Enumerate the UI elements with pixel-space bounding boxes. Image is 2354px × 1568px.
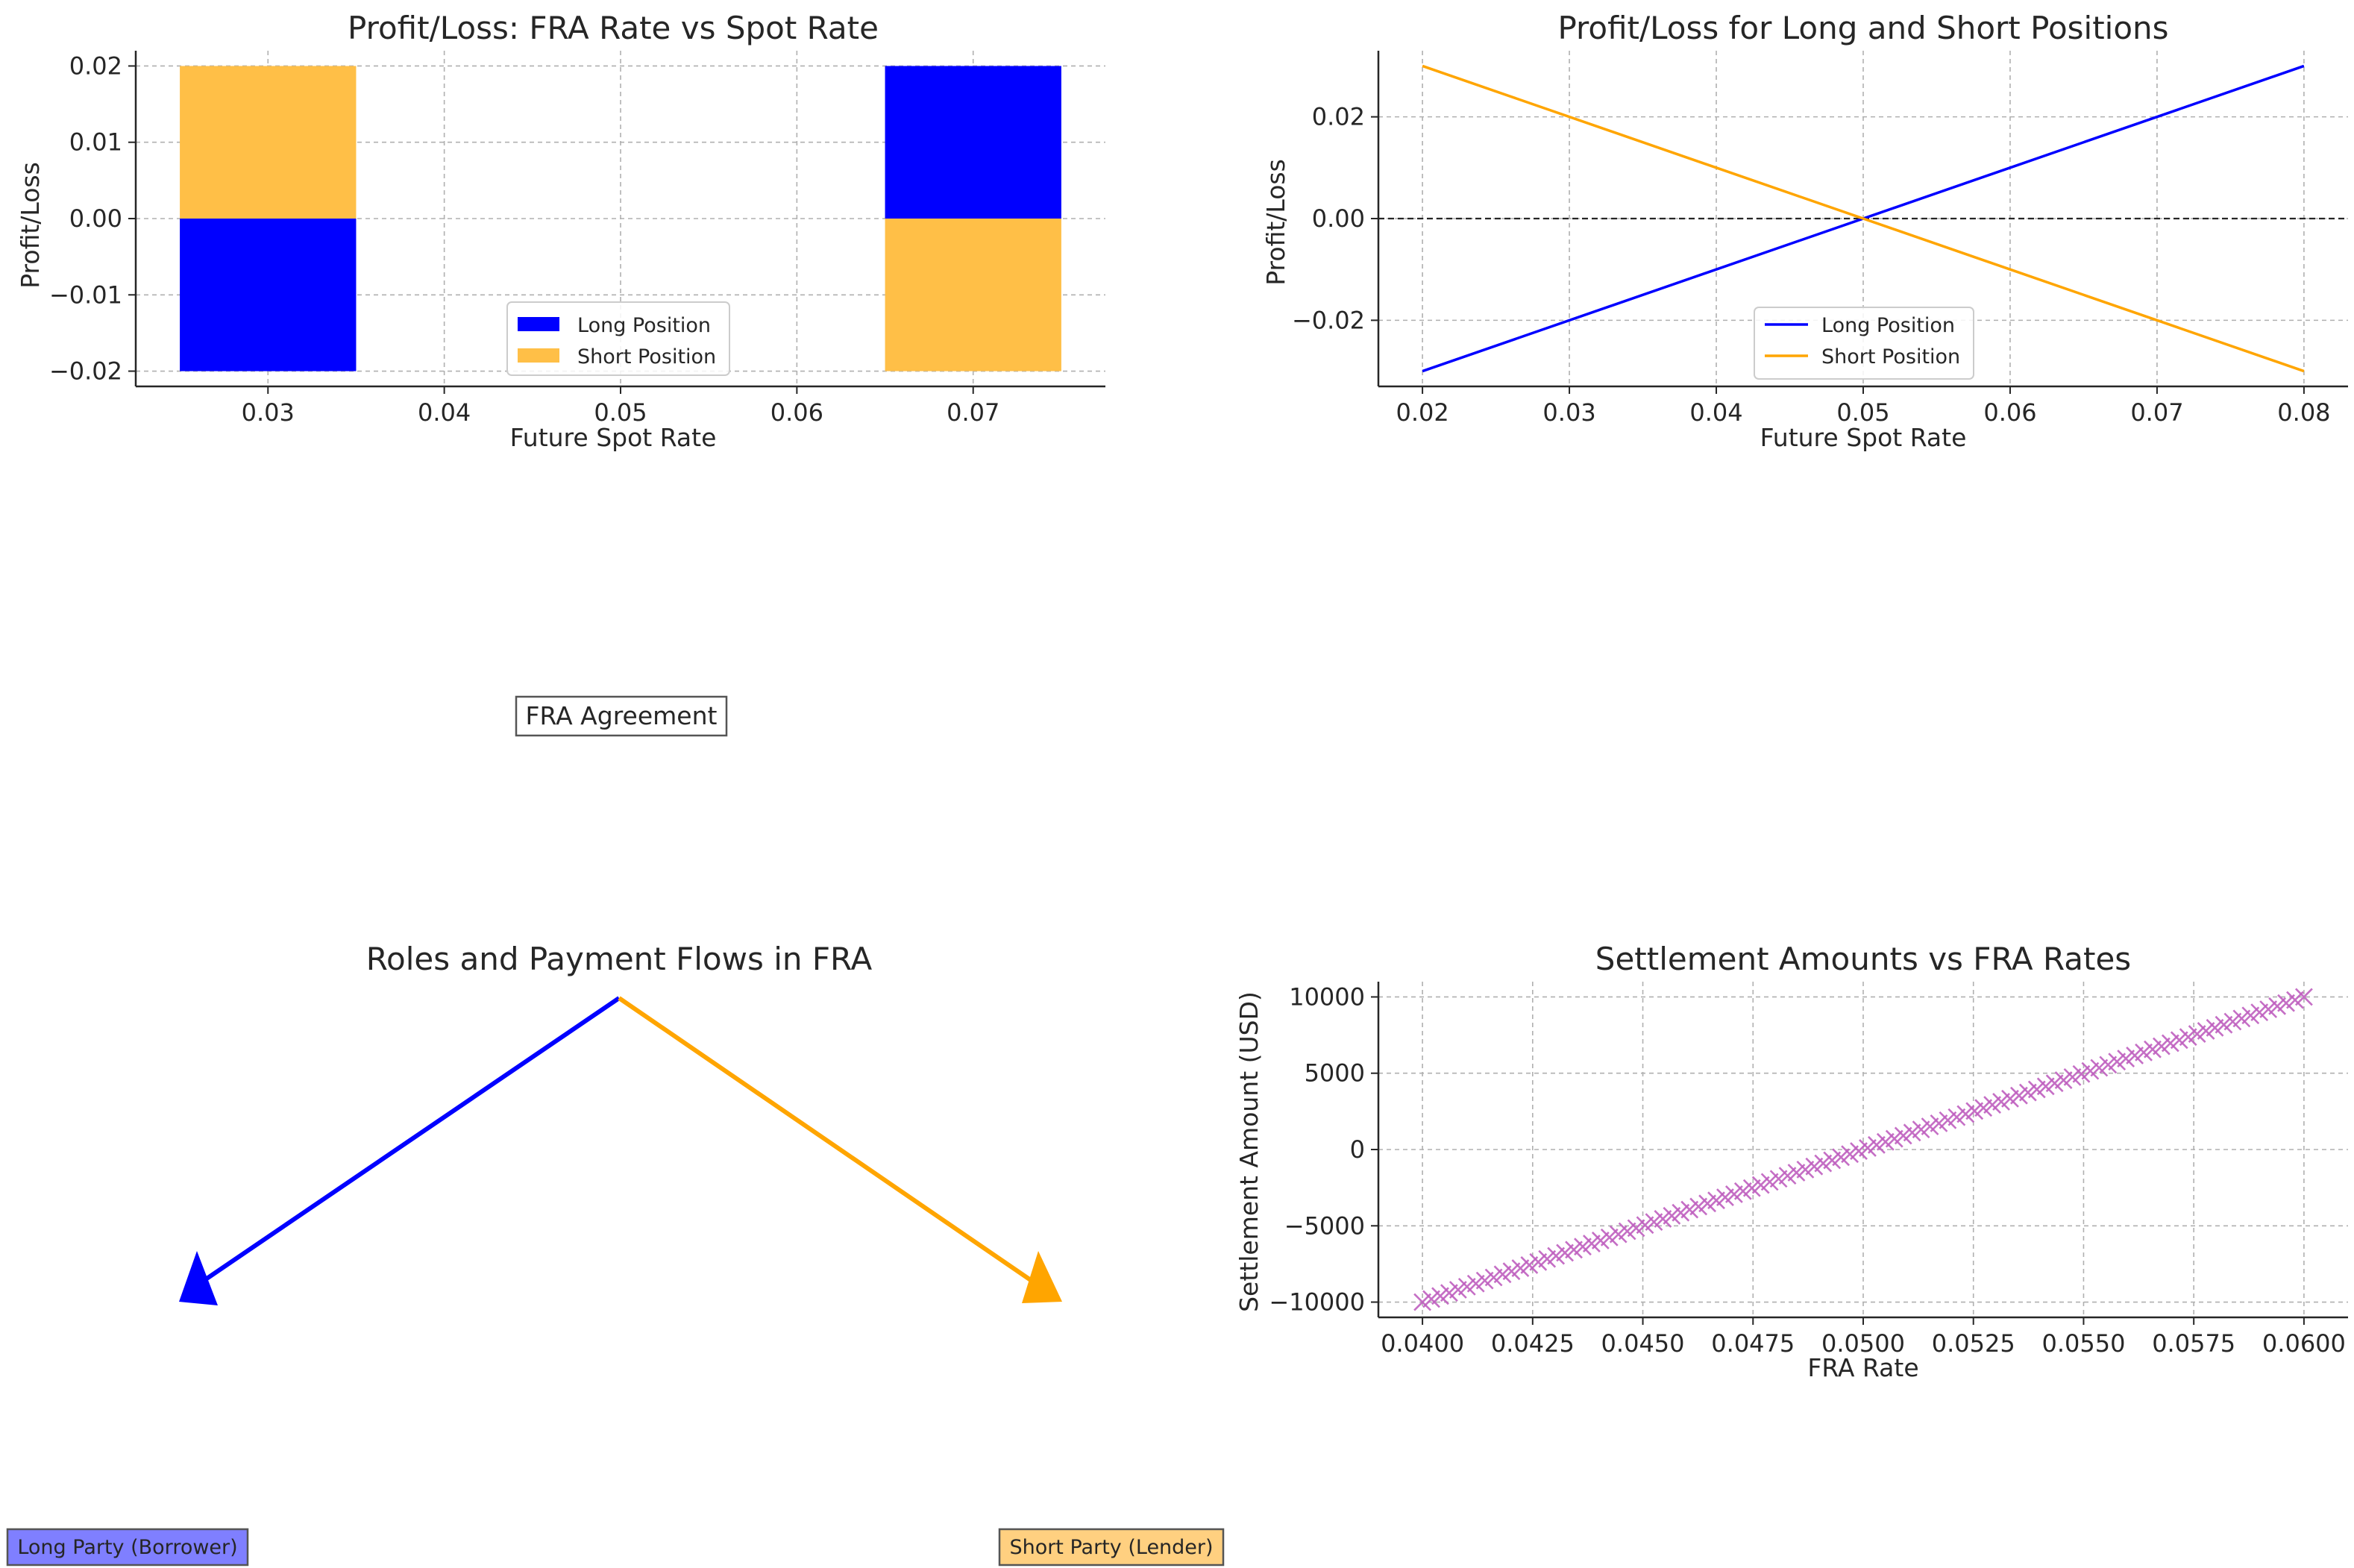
- chart1-xtick-label: 0.06: [770, 398, 823, 427]
- chart2-xtick-label: 0.06: [1983, 398, 2036, 427]
- chart4-ytick-label: 0: [1350, 1135, 1365, 1164]
- chart1-legend-label-long: Long Position: [577, 314, 711, 337]
- chart2-legend-label-short: Short Position: [1821, 345, 1960, 369]
- short-flow-arrow: [618, 996, 1040, 1288]
- chart2-ytick-label: −0.02: [1292, 306, 1365, 334]
- long-party-box: [6, 1528, 249, 1567]
- chart4-xtick-label: 0.0575: [2152, 1329, 2235, 1358]
- chart2-ytick-label: 0.02: [1312, 103, 1365, 131]
- chart1-ytick-label: −0.01: [49, 280, 122, 309]
- chart1-legend-swatch-short: [518, 348, 559, 363]
- chart1-xtick-label: 0.07: [947, 398, 999, 427]
- chart1-legend-label-short: Short Position: [577, 345, 716, 369]
- chart4-xtick-label: 0.0475: [1711, 1329, 1795, 1358]
- chart1-bar-short: [180, 66, 357, 219]
- long-flow-arrow: [195, 996, 621, 1288]
- chart1-ylabel: Profit/Loss: [16, 162, 45, 289]
- chart4-xtick-label: 0.0425: [1491, 1329, 1575, 1358]
- chart-pl-long-short: 0.02 0.03 0.04 0.05 0.06 0.07 0.08 −0.02 0.00 0.0…: [1261, 10, 2348, 452]
- chart2-legend-label-long: Long Position: [1821, 314, 1955, 337]
- chart1-ytick-label: 0.02: [69, 51, 122, 80]
- chart2-xtick-label: 0.05: [1836, 398, 1889, 427]
- chart1-ytick-label: 0.01: [69, 128, 122, 157]
- chart4-ylabel: Settlement Amount (USD): [1234, 991, 1264, 1312]
- fra-agreement-label: FRA Agreement: [526, 701, 718, 730]
- chart1-xtick-label: 0.04: [418, 398, 471, 427]
- long-arrowhead: [179, 1251, 218, 1305]
- chart2-xtick-label: 0.03: [1542, 398, 1595, 427]
- chart4-ytick-label: 5000: [1305, 1059, 1365, 1088]
- chart4-xtick-label: 0.0500: [1821, 1329, 1905, 1358]
- chart2-xlabel: Future Spot Rate: [1760, 423, 1967, 452]
- short-party-label: Short Party (Lender): [1009, 1536, 1213, 1559]
- chart1-legend-frame: [506, 301, 730, 376]
- chart4-xtick-label: 0.0550: [2041, 1329, 2125, 1358]
- chart4-xtick-label: 0.0600: [2262, 1329, 2346, 1358]
- diagram-title: Roles and Payment Flows in FRA: [366, 941, 873, 977]
- chart1-legend-swatch-long: [518, 317, 559, 331]
- long-party-label: Long Party (Borrower): [17, 1536, 237, 1559]
- chart4-xtick-label: 0.0400: [1381, 1329, 1464, 1358]
- chart1-bar-long: [180, 219, 357, 371]
- chart4-xtick-label: 0.0450: [1601, 1329, 1685, 1358]
- fra-roles-diagram: FRA Agreement Roles and Payment Flows in…: [6, 695, 1225, 1567]
- chart-pl-fra-vs-spot: 0.03 0.04 0.05 0.06 0.07 −0.02 −0.01 0.00 0.01 0.…: [16, 10, 1105, 452]
- chart-settlement-vs-fra: 0.0400 0.0425 0.0450 0.0475 0.0500 0.0525 0.05…: [1234, 941, 2348, 1382]
- chart2-xtick-label: 0.02: [1396, 398, 1449, 427]
- chart1-title: Profit/Loss: FRA Rate vs Spot Rate: [348, 10, 879, 46]
- chart4-ytick-label: 10000: [1289, 982, 1365, 1011]
- chart1-xtick-label: 0.03: [242, 398, 295, 427]
- chart1-xlabel: Future Spot Rate: [510, 423, 717, 452]
- short-arrowhead: [1022, 1251, 1062, 1303]
- chart4-point: [2294, 988, 2313, 1006]
- chart1-bar-long: [885, 66, 1061, 219]
- chart1-legend: Long Position Short Position: [506, 301, 730, 376]
- short-party-box: [998, 1528, 1225, 1567]
- chart2-title: Profit/Loss for Long and Short Positions: [1557, 10, 2168, 46]
- chart4-xlabel: FRA Rate: [1807, 1353, 1918, 1382]
- chart2-xtick-label: 0.04: [1689, 398, 1742, 427]
- chart4-ytick-label: −10000: [1269, 1288, 1365, 1317]
- chart2-line-short: [1422, 64, 2305, 373]
- chart4-title: Settlement Amounts vs FRA Rates: [1595, 941, 2131, 977]
- fra-agreement-box: [515, 695, 728, 737]
- chart2-xtick-label: 0.07: [2130, 398, 2183, 427]
- chart2-legend: Long Position Short Position: [1754, 307, 1974, 380]
- chart1-xtick-label: 0.05: [594, 398, 647, 427]
- chart1-ytick-label: −0.02: [49, 357, 122, 386]
- chart2-ylabel: Profit/Loss: [1261, 159, 1290, 286]
- chart2-legend-frame: [1754, 307, 1974, 380]
- chart1-bar-short: [885, 219, 1061, 371]
- chart4-ytick-label: −5000: [1284, 1211, 1365, 1240]
- chart2-xtick-label: 0.08: [2277, 398, 2330, 427]
- chart4-xtick-label: 0.0525: [1932, 1329, 2015, 1358]
- chart2-ytick-label: 0.00: [1312, 204, 1365, 233]
- chart1-ytick-label: 0.00: [69, 204, 122, 233]
